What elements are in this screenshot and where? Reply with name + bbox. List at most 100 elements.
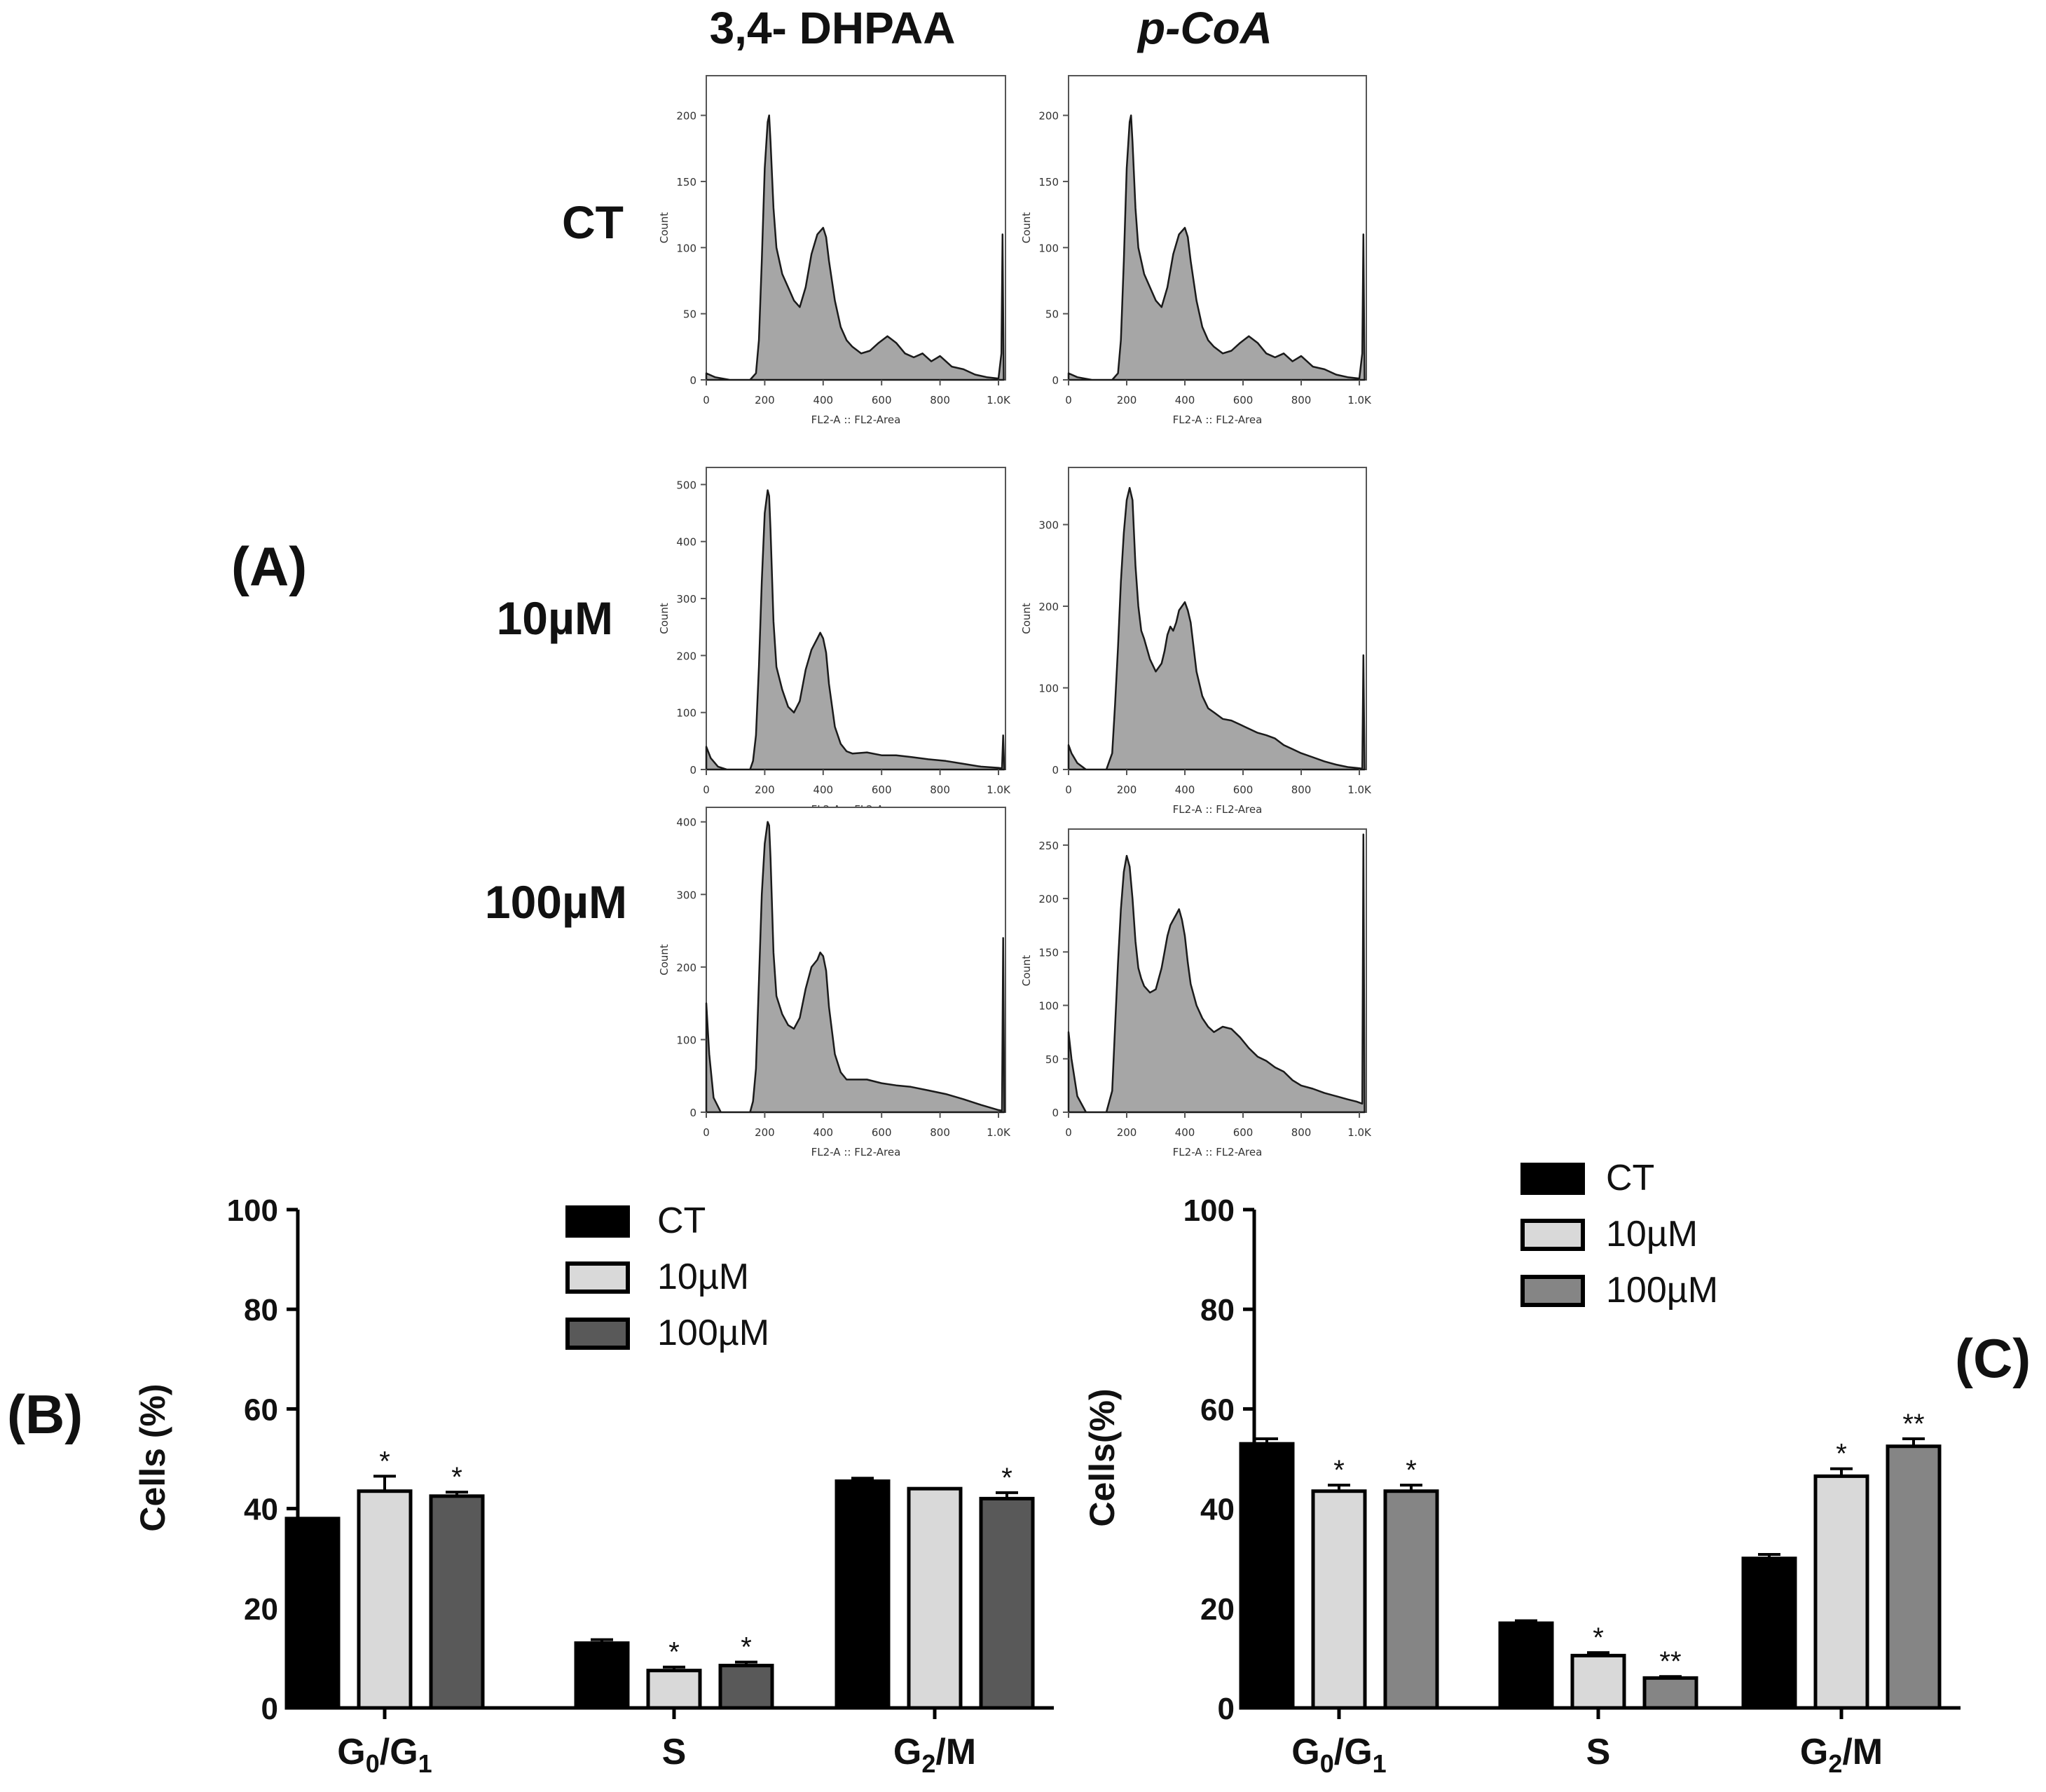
significance-marker: * [379,1446,390,1477]
col-title-dhpaa: 3,4- DHPAA [710,3,956,53]
y-tick-label: 0 [689,764,696,777]
y-tick-label: 100 [676,1034,696,1046]
x-tick-label: 600 [1233,394,1254,406]
category-label: S [662,1732,687,1772]
x-tick-label: 800 [1291,1126,1312,1139]
x-axis-label: FL2-A :: FL2-Area [811,413,901,426]
x-tick-label: 1.0K [987,394,1011,406]
significance-marker: * [1406,1455,1417,1486]
x-axis-label: FL2-A :: FL2-Area [1173,413,1263,426]
x-tick-label: 200 [755,784,775,796]
significance-marker: ** [1902,1409,1924,1439]
plot-frame [706,467,1006,770]
x-tick-label: 400 [1175,784,1195,796]
x-axis-label: FL2-A :: FL2-Area [811,1146,901,1158]
y-tick-label: 60 [1200,1393,1235,1427]
x-tick-label: 600 [872,784,892,796]
bar [1570,1653,1626,1710]
y-axis-label: Count [1020,955,1033,987]
y-tick-label: 150 [676,176,696,189]
bar [357,1489,413,1710]
x-tick-label: 200 [1117,1126,1137,1139]
y-tick-label: 400 [676,536,696,549]
y-tick-label: 100 [1183,1193,1235,1228]
bar [429,1494,485,1710]
x-tick-label: 200 [1117,394,1137,406]
y-tick-label: 60 [244,1393,278,1427]
bar [574,1641,630,1710]
legend-label: CT [1606,1158,1654,1198]
legend-swatch [565,1261,630,1294]
y-tick-label: 200 [1038,601,1059,613]
legend-label: 100µM [1606,1270,1718,1311]
y-tick-label: 500 [676,479,696,491]
x-tick-label: 0 [1065,1126,1072,1139]
significance-marker: * [1333,1455,1345,1486]
x-tick-label: 1.0K [987,1126,1011,1139]
y-axis-label: Cells(%) [1083,1388,1122,1526]
x-tick-label: 800 [1291,394,1312,406]
legend-label: CT [657,1201,706,1241]
x-tick-label: 400 [1175,394,1195,406]
significance-marker: * [1836,1439,1847,1470]
legend-swatch [565,1318,630,1350]
y-tick-label: 200 [676,962,696,974]
y-tick-label: 150 [1038,176,1059,189]
bar [1311,1489,1367,1710]
y-tick-label: 50 [1045,1053,1059,1066]
y-axis-label: Count [658,212,671,244]
x-tick-label: 200 [755,394,775,406]
x-tick-label: 600 [1233,1126,1254,1139]
panel-b-label: (B) [7,1383,83,1445]
x-tick-label: 400 [813,394,833,406]
y-axis-label: Count [658,603,671,634]
bar [718,1664,774,1710]
bar [1886,1444,1942,1710]
panel-a-label: (A) [231,535,307,597]
y-tick-label: 0 [1218,1692,1235,1726]
y-tick-label: 200 [1038,110,1059,123]
histogram-area [1067,114,1366,381]
x-tick-label: 1.0K [987,784,1011,796]
x-tick-label: 800 [1291,784,1312,796]
y-tick-label: 50 [683,308,696,321]
row-label-ct: CT [562,196,624,248]
col-title-pcoa: p-CoA [1137,3,1272,53]
x-tick-label: 1.0K [1347,784,1372,796]
significance-marker: * [1001,1463,1012,1493]
y-tick-label: 100 [1038,1000,1059,1013]
x-tick-label: 400 [813,1126,833,1139]
bar [1239,1442,1295,1710]
y-tick-label: 50 [1045,308,1059,321]
x-tick-label: 200 [1117,784,1137,796]
x-tick-label: 400 [813,784,833,796]
y-tick-label: 300 [676,593,696,606]
bar [1741,1557,1797,1710]
y-axis-label: Count [1020,212,1033,244]
x-tick-label: 1.0K [1347,1126,1372,1139]
y-tick-label: 40 [244,1493,278,1527]
legend-swatch [1520,1163,1585,1195]
panel-c-label: (C) [1955,1327,2031,1389]
y-tick-label: 0 [1052,374,1059,387]
histogram-area [705,489,1005,771]
plot-frame [706,75,1006,381]
y-tick-label: 100 [676,707,696,720]
y-tick-label: 0 [1052,1107,1059,1119]
row-label-10um: 10µM [497,592,613,644]
legend-swatch [1520,1219,1585,1251]
x-tick-label: 0 [703,784,710,796]
x-tick-label: 600 [872,1126,892,1139]
y-axis-label: Count [1020,603,1033,634]
significance-marker: * [1593,1622,1604,1653]
significance-marker: * [668,1637,680,1668]
y-axis-label: Cells (%) [133,1383,172,1531]
y-tick-label: 0 [689,1107,696,1119]
row-label-100um: 100µM [485,876,627,928]
category-label: G2/M [893,1732,976,1778]
